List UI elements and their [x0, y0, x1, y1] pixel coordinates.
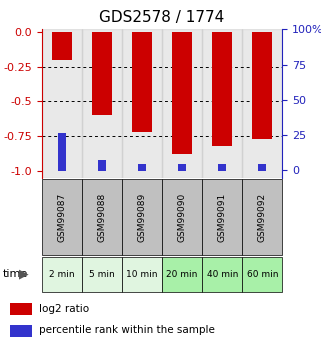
Bar	[98, 160, 106, 171]
Text: percentile rank within the sample: percentile rank within the sample	[39, 325, 215, 335]
Bar	[162, 29, 202, 178]
FancyBboxPatch shape	[82, 179, 122, 255]
Text: GSM99090: GSM99090	[178, 193, 187, 242]
Text: ▶: ▶	[19, 268, 29, 281]
Bar	[172, 32, 192, 154]
FancyBboxPatch shape	[42, 179, 82, 255]
FancyBboxPatch shape	[242, 257, 282, 292]
Text: GSM99091: GSM99091	[218, 193, 227, 242]
Bar	[92, 32, 112, 115]
Bar	[242, 29, 282, 178]
Text: time: time	[3, 269, 29, 279]
Bar	[132, 32, 152, 132]
Text: 2 min: 2 min	[49, 270, 74, 279]
Bar	[10, 325, 31, 337]
FancyBboxPatch shape	[162, 179, 202, 255]
Bar	[42, 29, 82, 178]
Bar	[212, 32, 232, 146]
Text: 40 min: 40 min	[207, 270, 238, 279]
Bar	[252, 32, 273, 139]
Text: 60 min: 60 min	[247, 270, 278, 279]
Bar	[82, 29, 122, 178]
Text: log2 ratio: log2 ratio	[39, 304, 90, 314]
Bar	[138, 164, 146, 171]
FancyBboxPatch shape	[122, 257, 162, 292]
FancyBboxPatch shape	[122, 179, 162, 255]
FancyBboxPatch shape	[82, 257, 122, 292]
Bar	[202, 29, 242, 178]
Text: GSM99087: GSM99087	[57, 193, 66, 242]
FancyBboxPatch shape	[42, 257, 82, 292]
Bar	[218, 164, 226, 171]
Bar	[258, 164, 266, 171]
Text: 5 min: 5 min	[89, 270, 115, 279]
FancyBboxPatch shape	[162, 257, 202, 292]
Bar	[52, 32, 72, 60]
FancyBboxPatch shape	[202, 257, 242, 292]
Text: GSM99092: GSM99092	[258, 193, 267, 242]
Text: 10 min: 10 min	[126, 270, 158, 279]
Bar	[122, 29, 162, 178]
Title: GDS2578 / 1774: GDS2578 / 1774	[100, 10, 225, 26]
Text: 20 min: 20 min	[167, 270, 198, 279]
Text: GSM99088: GSM99088	[97, 193, 107, 242]
Bar	[58, 133, 66, 171]
Bar	[178, 164, 186, 171]
Text: GSM99089: GSM99089	[137, 193, 147, 242]
Bar	[10, 303, 31, 315]
FancyBboxPatch shape	[242, 179, 282, 255]
FancyBboxPatch shape	[202, 179, 242, 255]
